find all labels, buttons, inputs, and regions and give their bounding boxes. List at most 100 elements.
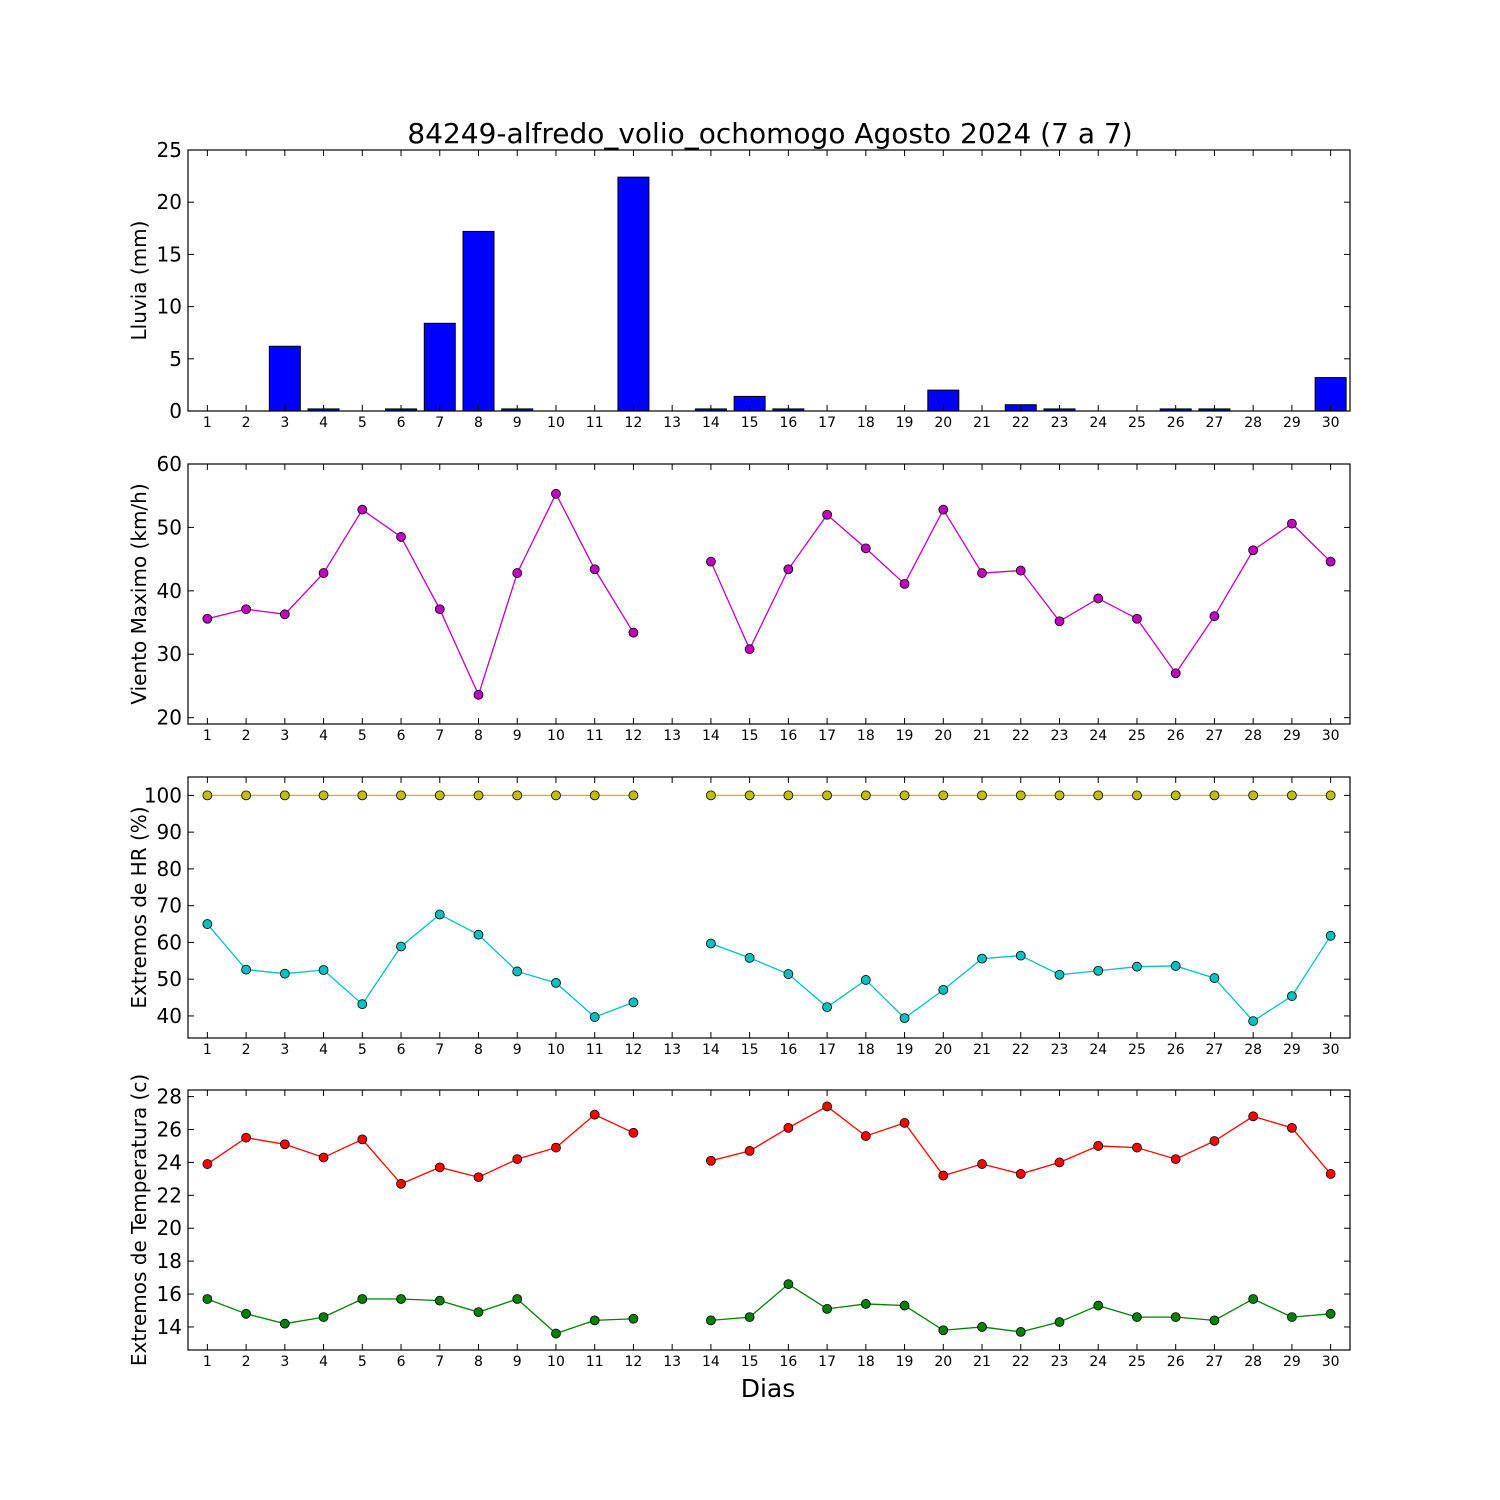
series-1-point-day-29: [1287, 1122, 1297, 1133]
x-tick-label: 10: [547, 415, 565, 431]
series-2-point-day-18: [860, 1299, 871, 1309]
x-tick-label: 12: [625, 728, 643, 744]
x-tick-label: 1: [203, 415, 212, 431]
y-tick-label: 80: [157, 857, 182, 881]
series-1-point-day-27: [1209, 1136, 1220, 1146]
series-1-point-day-22: [1015, 790, 1026, 801]
x-tick-label: 9: [513, 1042, 522, 1058]
x-tick-label: 10: [547, 1354, 565, 1370]
series-1-point-day-27: [1209, 790, 1220, 801]
rain-bar-day-7: [423, 322, 456, 412]
x-tick-label: 15: [741, 1042, 759, 1058]
x-tick-label: 4: [319, 1042, 328, 1058]
x-tick-label: 16: [779, 728, 797, 744]
series-1-point-day-19: [899, 790, 910, 801]
y-tick-label: 40: [157, 579, 182, 603]
x-tick-label: 21: [973, 415, 991, 431]
y-axis-label: Viento Maximo (km/h): [127, 483, 151, 704]
series-2-point-day-1: [202, 1294, 213, 1304]
series-1-point-day-24: [1093, 790, 1104, 801]
x-tick-label: 19: [896, 1354, 914, 1370]
rain-bar-day-12: [617, 176, 650, 412]
series-1-point-day-6: [396, 790, 406, 801]
series-2-point-day-27: [1209, 1315, 1220, 1326]
y-tick-label: 30: [157, 642, 182, 666]
x-tick-label: 28: [1244, 1042, 1262, 1058]
series-2-point-day-18: [860, 975, 871, 985]
series-2-point-day-26: [1170, 1312, 1181, 1322]
x-tick-label: 5: [358, 728, 367, 744]
x-tick-label: 5: [358, 415, 367, 431]
x-tick-label: 13: [663, 728, 681, 744]
series-1-point-day-16: [783, 790, 794, 801]
series-2-point-day-4: [318, 1312, 329, 1322]
series-2-point-day-24: [1093, 965, 1104, 976]
x-tick-label: 25: [1128, 415, 1146, 431]
series-1-point-day-25: [1132, 1142, 1142, 1153]
series-1-point-day-30: [1325, 790, 1336, 801]
x-tick-label: 29: [1283, 728, 1301, 744]
series-2-point-day-3: [279, 968, 290, 979]
series-2-point-day-8: [473, 1307, 484, 1318]
series-1-point-day-17: [822, 790, 832, 801]
x-tick-label: 9: [513, 1354, 522, 1370]
x-tick-label: 2: [242, 415, 251, 431]
x-tick-label: 9: [513, 728, 522, 744]
x-tick-label: 27: [1206, 728, 1224, 744]
series-1-point-day-21: [977, 790, 987, 801]
series-1-point-day-23: [1054, 790, 1065, 801]
x-tick-label: 1: [203, 728, 212, 744]
series-1-point-day-18: [860, 790, 871, 801]
series-1-point-day-14: [706, 1155, 716, 1166]
x-tick-label: 8: [474, 728, 483, 744]
series-2-point-day-20: [938, 984, 949, 995]
x-tick-label: 20: [934, 728, 952, 744]
y-tick-label: 18: [157, 1249, 182, 1273]
x-tick-label: 16: [779, 1354, 797, 1370]
axes-frame: [187, 463, 1351, 725]
series-1-point-day-28: [1248, 790, 1259, 801]
x-tick-label: 21: [973, 1354, 991, 1370]
x-tick-label: 10: [547, 728, 565, 744]
series-2-line-segment-1: [206, 913, 634, 1018]
series-2-point-day-20: [938, 1325, 949, 1336]
series-1-point-day-4: [318, 1152, 329, 1163]
series-1-point-day-19: [899, 578, 910, 589]
x-tick-label: 22: [1012, 1354, 1030, 1370]
x-tick-label: 13: [663, 1354, 681, 1370]
series-1-point-day-5: [357, 1134, 368, 1145]
y-tick-label: 100: [144, 783, 182, 807]
x-tick-label: 26: [1167, 415, 1185, 431]
x-tick-label: 13: [663, 1042, 681, 1058]
series-1-point-day-16: [783, 564, 794, 575]
series-1-point-day-29: [1287, 790, 1297, 801]
x-tick-label: 14: [702, 1042, 720, 1058]
x-tick-label: 28: [1244, 728, 1262, 744]
x-tick-label: 15: [741, 1354, 759, 1370]
x-tick-label: 6: [397, 1354, 406, 1370]
series-1-point-day-5: [357, 790, 368, 801]
x-tick-label: 8: [474, 1354, 483, 1370]
x-tick-label: 29: [1283, 415, 1301, 431]
series-2-point-day-5: [357, 1294, 368, 1304]
x-tick-label: 20: [934, 1042, 952, 1058]
series-1-point-day-9: [512, 790, 523, 801]
series-2-point-day-6: [396, 941, 406, 952]
x-tick-label: 30: [1322, 1354, 1340, 1370]
series-1-point-day-24: [1093, 1141, 1104, 1151]
series-1-point-day-29: [1287, 518, 1297, 529]
x-tick-label: 24: [1089, 1354, 1107, 1370]
series-1-point-day-20: [938, 504, 949, 515]
x-tick-label: 2: [242, 1354, 251, 1370]
series-1-point-day-26: [1170, 668, 1181, 679]
series-2-point-day-28: [1248, 1294, 1259, 1304]
x-tick-label: 11: [586, 1042, 604, 1058]
x-tick-label: 6: [397, 1042, 406, 1058]
x-tick-label: 19: [896, 1042, 914, 1058]
series-1-point-day-2: [241, 790, 252, 801]
x-tick-label: 11: [586, 1354, 604, 1370]
rain-bar-day-8: [462, 230, 495, 412]
series-2-point-day-11: [589, 1012, 600, 1022]
y-tick-label: 14: [157, 1315, 182, 1339]
